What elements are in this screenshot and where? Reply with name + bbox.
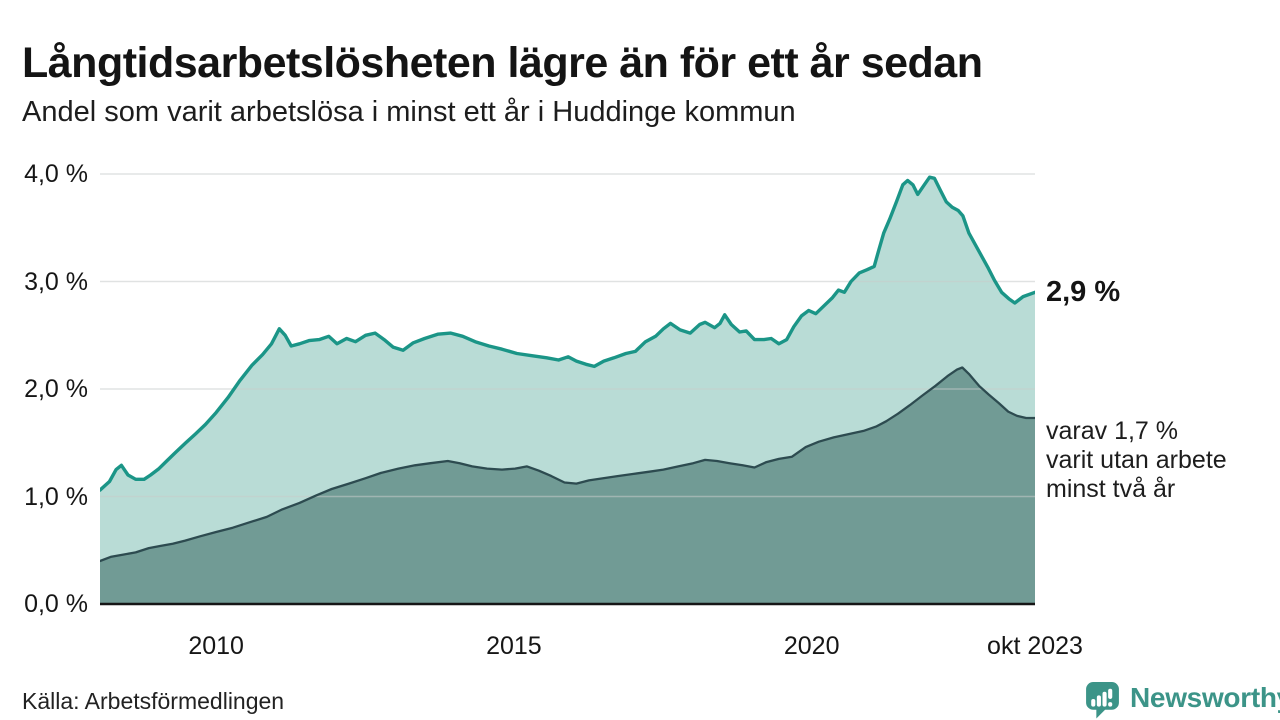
y-axis-tick-label: 0,0 % [24,590,88,618]
x-axis-tick-label: okt 2023 [987,632,1083,660]
chart-title: Långtidsarbetslösheten lägre än för ett … [22,38,983,87]
annotation-two-year-line1: varav 1,7 % [1046,417,1179,445]
y-axis-tick-label: 3,0 % [24,267,88,296]
annotation-two-year: varav 1,7 % varit utan arbete minst två … [1046,417,1227,504]
chart-subtitle: Andel som varit arbetslösa i minst ett å… [22,96,796,128]
annotation-two-year-line2: varit utan arbete [1046,446,1227,474]
y-axis-tick-label: 4,0 % [24,160,88,188]
area-chart [100,173,1035,606]
y-axis-tick-label: 1,0 % [24,482,88,511]
x-axis-tick-label: 2015 [486,632,542,660]
annotation-current-total: 2,9 % [1046,276,1121,308]
annotation-two-year-line3: minst två år [1046,475,1176,503]
newsworthy-logo-icon [1086,682,1119,719]
newsworthy-logo-text: Newsworthy [1130,681,1280,713]
x-axis-tick-label: 2020 [783,632,840,660]
y-axis-tick-label: 2,0 % [24,375,88,403]
x-axis-tick-label: 2010 [188,632,244,660]
source-credit: Källa: Arbetsförmedlingen [22,688,285,714]
newsworthy-logo: Newsworthy [1083,680,1280,719]
